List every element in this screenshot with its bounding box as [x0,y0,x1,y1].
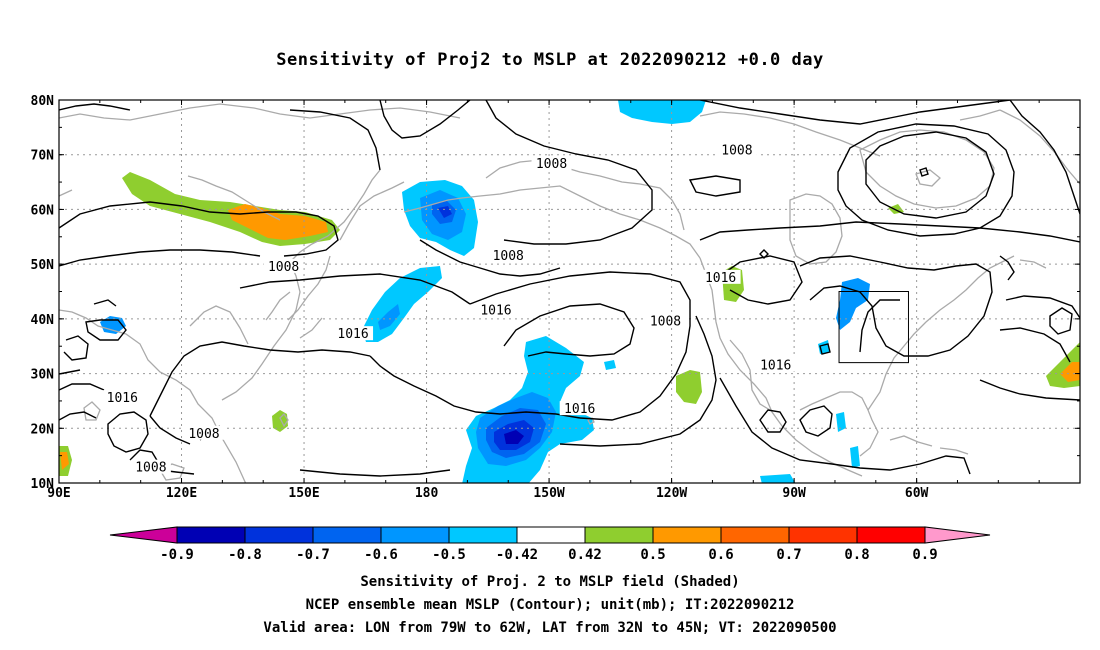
lat-label: 80N [31,94,55,109]
lat-label: 40N [31,313,55,328]
colorbar-left-triangle [109,526,178,544]
contour-label: 1008 [268,260,299,275]
colorbar-segment [448,526,518,544]
contour-label: 1016 [337,327,368,342]
contour-label: 1008 [536,157,567,172]
colorbar-label: -0.5 [432,547,466,563]
footer-line-2: NCEP ensemble mean MSLP (Contour); unit(… [305,597,795,613]
lon-label: 90W [782,486,806,501]
colorbar-label: -0.8 [228,547,262,563]
shaded-regions [59,100,1080,483]
lon-label: 180 [415,486,439,501]
colorbar-segment [176,526,246,544]
lon-label: 150E [288,486,319,501]
lat-lon-grid [59,100,1080,483]
contour-label: 1008 [721,143,752,158]
colorbar-segment [516,526,586,544]
colorbar-segment [720,526,790,544]
shade-positive-eastpacific [676,370,702,404]
colorbar-label: 0.9 [912,547,937,563]
colorbar-segment [856,526,926,544]
lat-label: 70N [31,149,55,164]
colorbar-segment [312,526,382,544]
lon-label: 60W [905,486,929,501]
colorbar-label: 0.42 [568,547,602,563]
colorbar-label: 0.6 [708,547,733,563]
map-area: 1008 1008 1008 1008 1008 1008 1008 1016 1016 1016… [59,100,1080,483]
contour-label: 1008 [493,249,524,264]
contour-label: 1008 [188,427,219,442]
lat-label: 20N [31,422,55,437]
colorbar-segment [788,526,858,544]
colorbar-label: -0.9 [160,547,194,563]
colorbar-segment [244,526,314,544]
chart-title: Sensitivity of Proj2 to MSLP at 20220902… [276,50,824,70]
lon-label: 150W [533,486,564,501]
lat-label: 60N [31,203,55,218]
contour-label: 1016 [480,304,511,319]
contour-label: 1016 [705,271,736,286]
lat-label: 10N [31,477,55,492]
contour-labels: 1008 1008 1008 1008 1008 1008 1008 1016 1016 1016… [102,142,796,476]
colorbar-label: -0.7 [296,547,330,563]
shade-negative-arctic [618,100,706,124]
colorbar-label: -0.42 [496,547,538,563]
valid-area-box [838,291,909,364]
colorbar-segment [652,526,722,544]
lon-label: 120W [656,486,687,501]
mslp-contours [59,100,1080,477]
lon-label: 120E [166,486,197,501]
footer-line-1: Sensitivity of Proj. 2 to MSLP field (Sh… [360,574,740,590]
contour-label: 1016 [107,391,138,406]
lon-label: 90E [47,486,70,501]
colorbar-label: 0.8 [844,547,869,563]
colorbar-label: 0.7 [776,547,801,563]
footer-line-3: Valid area: LON from 79W to 62W, LAT fro… [263,620,837,636]
colorbar-segment [380,526,450,544]
colorbar-label: 0.5 [640,547,665,563]
lat-label: 50N [31,258,55,273]
colorbar-right-triangle [924,526,991,544]
colorbar-label: -0.6 [364,547,398,563]
contour-label: 1008 [650,315,681,330]
colorbar-segment [584,526,654,544]
contour-label: 1016 [760,358,791,373]
lat-label: 30N [31,368,55,383]
contour-label: 1008 [135,461,166,476]
contour-label: 1016 [564,402,595,417]
colorbar: -0.9 -0.8 -0.7 -0.6 -0.5 -0.42 0.42 0.5 0.6 0.7 0.… [109,526,991,563]
